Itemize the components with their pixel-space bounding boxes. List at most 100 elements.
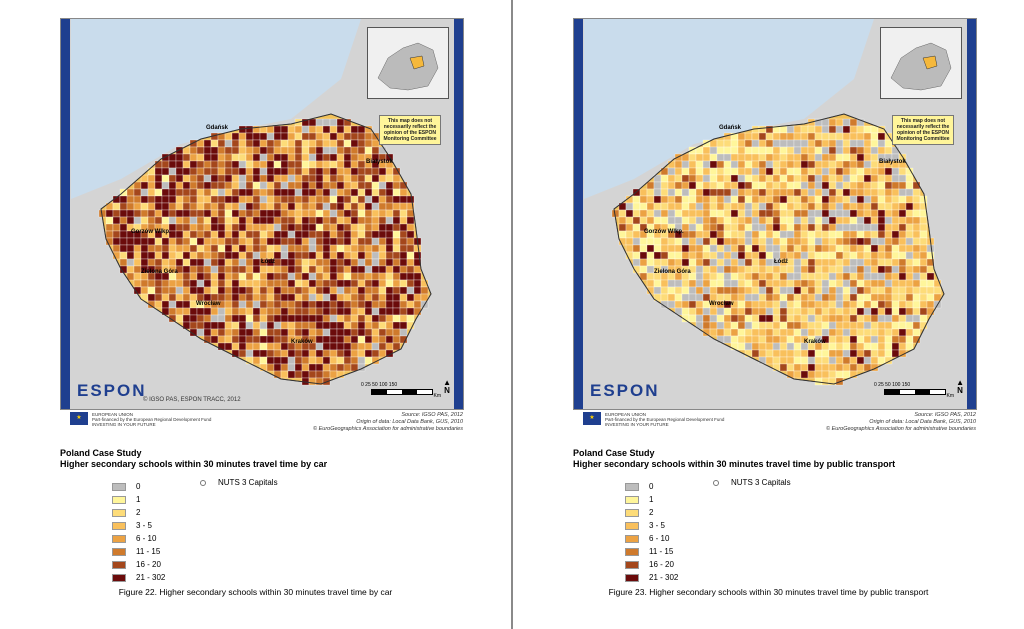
region-cell xyxy=(814,265,823,274)
region-cell xyxy=(849,265,858,274)
country-border xyxy=(613,113,945,385)
region-cell xyxy=(147,209,156,218)
region-cell xyxy=(737,188,746,197)
region-cell xyxy=(182,153,191,162)
region-cell xyxy=(793,279,802,288)
region-cell xyxy=(821,153,830,162)
region-cell xyxy=(357,160,366,169)
region-cell xyxy=(189,307,198,316)
region-cell xyxy=(301,153,310,162)
region-cell xyxy=(807,160,816,169)
region-cell xyxy=(849,314,858,323)
region-cell xyxy=(835,265,844,274)
region-cell xyxy=(835,286,844,295)
region-cell xyxy=(905,342,914,351)
region-cell xyxy=(912,279,921,288)
region-cell xyxy=(245,188,254,197)
region-cell xyxy=(329,188,338,197)
region-cell xyxy=(772,237,781,246)
region-cell xyxy=(772,244,781,253)
region-cell xyxy=(182,223,191,232)
region-cell xyxy=(870,356,879,365)
region-cell xyxy=(371,230,380,239)
region-cell xyxy=(646,195,655,204)
region-cell xyxy=(385,314,394,323)
region-cell xyxy=(716,181,725,190)
region-cell xyxy=(140,195,149,204)
region-cell xyxy=(905,216,914,225)
region-cell xyxy=(751,314,760,323)
region-cell xyxy=(758,160,767,169)
region-cell xyxy=(653,209,662,218)
region-cell xyxy=(315,230,324,239)
region-cell xyxy=(772,216,781,225)
region-cell xyxy=(709,272,718,281)
region-cell xyxy=(196,188,205,197)
region-cell xyxy=(294,209,303,218)
region-cell xyxy=(793,293,802,302)
region-cell xyxy=(210,181,219,190)
region-cell xyxy=(343,188,352,197)
region-cell xyxy=(378,251,387,260)
region-cell xyxy=(744,272,753,281)
region-cell xyxy=(786,230,795,239)
region-cell xyxy=(203,181,212,190)
region-cell xyxy=(175,160,184,169)
region-cell xyxy=(329,300,338,309)
region-cell xyxy=(364,230,373,239)
region-cell xyxy=(751,195,760,204)
region-cell xyxy=(751,300,760,309)
region-cell xyxy=(210,139,219,148)
region-cell xyxy=(182,174,191,183)
region-cell xyxy=(758,328,767,337)
region-cell xyxy=(884,279,893,288)
region-cell xyxy=(294,279,303,288)
region-cell xyxy=(252,195,261,204)
region-cell xyxy=(315,293,324,302)
region-cell xyxy=(217,286,226,295)
region-cell xyxy=(821,167,830,176)
region-cell xyxy=(266,125,275,134)
region-cell xyxy=(863,258,872,267)
region-cell xyxy=(807,223,816,232)
region-cell xyxy=(182,251,191,260)
legend-item: 16 - 20 xyxy=(112,558,165,571)
region-cell xyxy=(723,279,732,288)
region-cell xyxy=(695,195,704,204)
region-cell xyxy=(695,216,704,225)
region-cell xyxy=(245,146,254,155)
region-cell xyxy=(322,167,331,176)
region-cell xyxy=(315,363,324,372)
region-cell xyxy=(217,146,226,155)
region-cell xyxy=(828,286,837,295)
region-cell xyxy=(189,251,198,260)
region-cell xyxy=(364,174,373,183)
region-cell xyxy=(238,230,247,239)
region-cell xyxy=(175,195,184,204)
region-cell xyxy=(877,314,886,323)
region-cell xyxy=(884,230,893,239)
region-cell xyxy=(807,230,816,239)
region-cell xyxy=(807,272,816,281)
city-label: Łódź xyxy=(261,259,275,265)
region-cell xyxy=(322,286,331,295)
region-cell xyxy=(786,307,795,316)
region-cell xyxy=(189,153,198,162)
region-cell xyxy=(175,167,184,176)
region-cell xyxy=(751,223,760,232)
region-cell xyxy=(695,286,704,295)
region-cell xyxy=(800,321,809,330)
region-cell xyxy=(371,174,380,183)
region-cell xyxy=(891,335,900,344)
region-cell xyxy=(259,209,268,218)
region-cell xyxy=(231,132,240,141)
region-cell xyxy=(231,300,240,309)
region-cell xyxy=(702,209,711,218)
region-cell xyxy=(912,209,921,218)
region-cell xyxy=(709,181,718,190)
region-cell xyxy=(709,314,718,323)
region-cell xyxy=(392,272,401,281)
region-cell xyxy=(168,167,177,176)
region-cell xyxy=(343,300,352,309)
region-cell xyxy=(301,132,310,141)
